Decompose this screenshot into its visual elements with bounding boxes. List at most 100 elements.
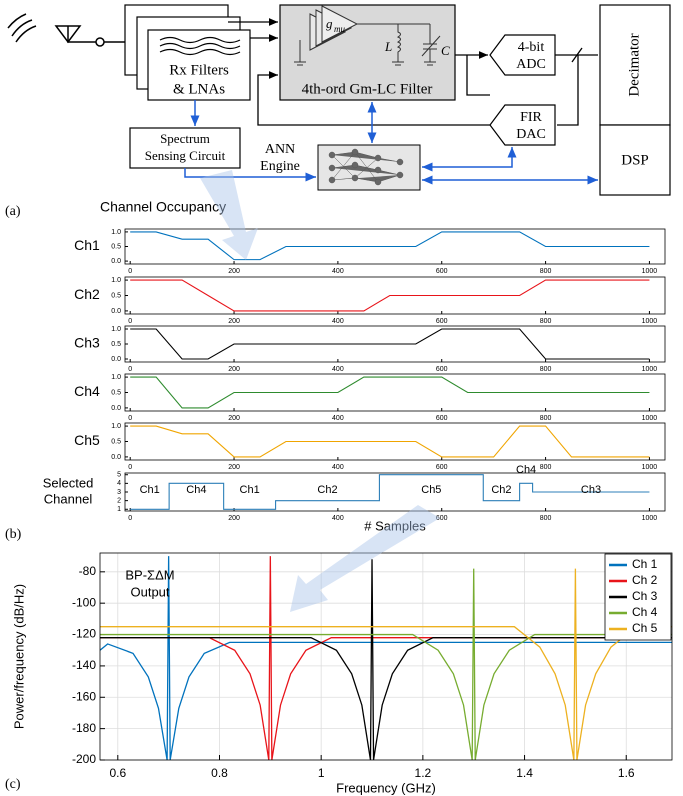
y-tick-label: 0.0 bbox=[111, 454, 121, 461]
dsp-label: DSP bbox=[621, 152, 649, 168]
x-tick-label: 1000 bbox=[642, 366, 658, 373]
plot-lines bbox=[130, 474, 650, 510]
filter-icon bbox=[159, 36, 241, 56]
y-axis-label: Selected bbox=[43, 475, 94, 490]
y-tick-label: 0.5 bbox=[111, 389, 121, 396]
y-tick-label: 1.0 bbox=[111, 374, 121, 381]
y-tick-label: 2 bbox=[117, 497, 121, 504]
x-tick-label: 400 bbox=[332, 515, 344, 522]
segment-label: Ch1 bbox=[240, 484, 260, 496]
x-tick-label: 1000 bbox=[642, 515, 658, 522]
x-tick-label: 0 bbox=[128, 515, 132, 522]
y-tick-label: 3 bbox=[117, 489, 121, 496]
plot-frame bbox=[124, 325, 666, 363]
sensing-label: Spectrum bbox=[160, 131, 210, 146]
gm-schematic bbox=[294, 5, 441, 66]
antenna bbox=[7, 13, 125, 47]
y-tick-label: -100 bbox=[72, 595, 96, 609]
adc-label: ADC bbox=[516, 57, 546, 72]
data-line bbox=[100, 568, 672, 760]
y-tick-label: 5 bbox=[117, 472, 121, 479]
x-tick-label: 1 bbox=[318, 766, 325, 780]
x-tick-label: 0 bbox=[128, 268, 132, 275]
decimator-label: Decimator bbox=[626, 33, 642, 96]
plot-frame bbox=[124, 276, 666, 315]
capacitor-label: C bbox=[441, 43, 450, 58]
x-tick-label: 400 bbox=[332, 318, 344, 325]
dac-label: DAC bbox=[516, 127, 546, 142]
y-tick-label: 4 bbox=[117, 480, 121, 487]
annotation: Output bbox=[130, 584, 169, 599]
y-tick-label: 0.5 bbox=[111, 292, 121, 299]
y-axis-label: Ch4 bbox=[74, 383, 100, 399]
y-tick-label: 0.0 bbox=[111, 258, 121, 265]
x-tick-label: 800 bbox=[540, 415, 552, 422]
x-tick-label: 400 bbox=[332, 366, 344, 373]
x-tick-label: 600 bbox=[436, 318, 448, 325]
x-tick-label: 400 bbox=[332, 464, 344, 471]
control-wires bbox=[184, 100, 598, 185]
y-axis-label: Ch1 bbox=[74, 237, 100, 253]
plot-lines bbox=[130, 425, 650, 458]
x-tick-label: 800 bbox=[540, 318, 552, 325]
x-tick-label: 0 bbox=[128, 415, 132, 422]
x-tick-label: 0.6 bbox=[109, 766, 126, 780]
y-tick-label: -140 bbox=[72, 658, 96, 672]
x-tick-label: 0 bbox=[128, 464, 132, 471]
ann-icon bbox=[328, 148, 404, 186]
data-line bbox=[100, 556, 672, 760]
plot-frame bbox=[124, 373, 666, 412]
x-tick-label: 1.6 bbox=[618, 766, 635, 780]
y-tick-label: 1.0 bbox=[111, 229, 121, 236]
segment-label: Ch2 bbox=[317, 484, 337, 496]
segment-label: Ch4 bbox=[186, 484, 206, 496]
x-tick-label: 200 bbox=[228, 268, 240, 275]
data-line bbox=[130, 376, 650, 409]
segment-label: Ch1 bbox=[140, 484, 160, 496]
segment-label: Ch2 bbox=[491, 484, 511, 496]
x-tick-label: 1.4 bbox=[516, 766, 533, 780]
x-tick-label: 200 bbox=[228, 415, 240, 422]
plot-lines bbox=[130, 231, 650, 261]
occupancy-title: Channel Occupancy bbox=[100, 199, 226, 215]
ann-label: ANN bbox=[265, 142, 295, 157]
legend-label: Ch 3 bbox=[632, 589, 658, 603]
y-tick-label: -160 bbox=[72, 689, 96, 703]
data-line bbox=[130, 231, 650, 261]
y-axis-label: Ch3 bbox=[74, 335, 100, 351]
plot-lines bbox=[100, 556, 672, 760]
x-tick-label: 200 bbox=[228, 318, 240, 325]
y-tick-label: 0.5 bbox=[111, 341, 121, 348]
y-tick-label: 1.0 bbox=[111, 423, 121, 430]
x-tick-label: 800 bbox=[540, 366, 552, 373]
y-tick-label: 1.0 bbox=[111, 277, 121, 284]
x-tick-label: 0 bbox=[128, 366, 132, 373]
legend-label: Ch 1 bbox=[632, 557, 658, 571]
y-axis-label: Channel bbox=[44, 491, 93, 506]
sensing-label: Sensing Circuit bbox=[145, 148, 226, 163]
data-line bbox=[100, 556, 672, 760]
x-tick-label: 800 bbox=[540, 515, 552, 522]
segment-label: Ch3 bbox=[581, 484, 601, 496]
rx-label: Rx Filters bbox=[169, 62, 229, 78]
y-tick-label: -80 bbox=[79, 564, 97, 578]
segment-label: Ch4 bbox=[516, 464, 536, 476]
x-tick-label: 600 bbox=[436, 464, 448, 471]
block-diagram: Rx Filters & LNAs g mu L C 4th-ord Gm-LC… bbox=[7, 4, 671, 196]
y-tick-label: -120 bbox=[72, 627, 96, 641]
data-line bbox=[130, 328, 650, 360]
data-line bbox=[100, 559, 672, 760]
x-tick-label: 1000 bbox=[642, 464, 658, 471]
y-tick-label: -180 bbox=[72, 721, 96, 735]
y-tick-label: 1 bbox=[117, 506, 121, 513]
plot-frame bbox=[124, 422, 666, 461]
plot-frame bbox=[124, 472, 666, 512]
gm-filter-label: 4th-ord Gm-LC Filter bbox=[302, 81, 433, 97]
dsp-block bbox=[599, 124, 671, 196]
x-tick-label: 600 bbox=[436, 366, 448, 373]
y-tick-label: 1.0 bbox=[111, 326, 121, 333]
adc-label: 4-bit bbox=[518, 40, 545, 55]
y-axis-label: Power/frequency (dB/Hz) bbox=[11, 584, 26, 729]
data-line bbox=[100, 568, 672, 760]
